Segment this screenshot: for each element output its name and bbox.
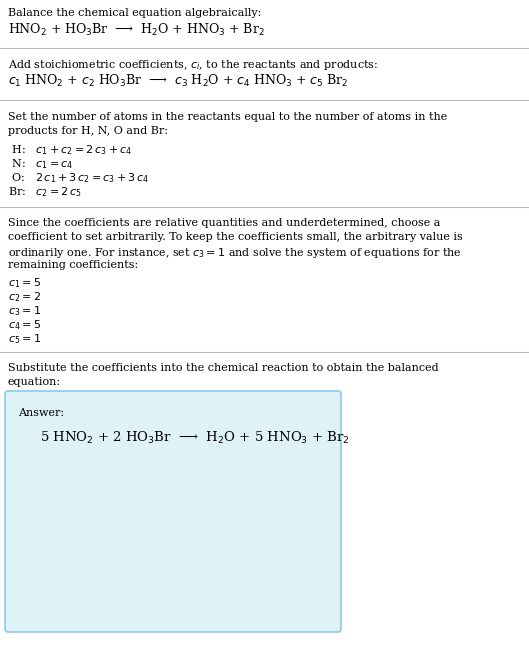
Text: $c_3 = 1$: $c_3 = 1$	[8, 304, 41, 318]
Text: H:   $c_1 + c_2 = 2\,c_3 + c_4$: H: $c_1 + c_2 = 2\,c_3 + c_4$	[8, 143, 132, 157]
Text: Br:   $c_2 = 2\,c_5$: Br: $c_2 = 2\,c_5$	[8, 185, 82, 199]
FancyBboxPatch shape	[5, 391, 341, 632]
Text: Since the coefficients are relative quantities and underdetermined, choose a: Since the coefficients are relative quan…	[8, 218, 440, 228]
Text: products for H, N, O and Br:: products for H, N, O and Br:	[8, 126, 168, 136]
Text: Substitute the coefficients into the chemical reaction to obtain the balanced: Substitute the coefficients into the che…	[8, 363, 439, 373]
Text: equation:: equation:	[8, 377, 61, 387]
Text: Add stoichiometric coefficients, $c_i$, to the reactants and products:: Add stoichiometric coefficients, $c_i$, …	[8, 58, 378, 72]
Text: N:   $c_1 = c_4$: N: $c_1 = c_4$	[8, 157, 74, 171]
Text: Set the number of atoms in the reactants equal to the number of atoms in the: Set the number of atoms in the reactants…	[8, 112, 447, 122]
Text: $c_5 = 1$: $c_5 = 1$	[8, 332, 41, 345]
Text: Balance the chemical equation algebraically:: Balance the chemical equation algebraica…	[8, 8, 261, 18]
Text: HNO$_2$ + HO$_3$Br  ⟶  H$_2$O + HNO$_3$ + Br$_2$: HNO$_2$ + HO$_3$Br ⟶ H$_2$O + HNO$_3$ + …	[8, 22, 264, 38]
Text: Answer:: Answer:	[18, 408, 64, 418]
Text: ordinarily one. For instance, set $c_3 = 1$ and solve the system of equations fo: ordinarily one. For instance, set $c_3 =…	[8, 246, 462, 260]
Text: $c_1$ HNO$_2$ + $c_2$ HO$_3$Br  ⟶  $c_3$ H$_2$O + $c_4$ HNO$_3$ + $c_5$ Br$_2$: $c_1$ HNO$_2$ + $c_2$ HO$_3$Br ⟶ $c_3$ H…	[8, 73, 349, 89]
Text: $c_2 = 2$: $c_2 = 2$	[8, 290, 41, 304]
Text: 5 HNO$_2$ + 2 HO$_3$Br  ⟶  H$_2$O + 5 HNO$_3$ + Br$_2$: 5 HNO$_2$ + 2 HO$_3$Br ⟶ H$_2$O + 5 HNO$…	[40, 430, 350, 446]
Text: O:   $2\,c_1 + 3\,c_2 = c_3 + 3\,c_4$: O: $2\,c_1 + 3\,c_2 = c_3 + 3\,c_4$	[8, 171, 149, 185]
Text: $c_4 = 5$: $c_4 = 5$	[8, 318, 41, 332]
Text: $c_1 = 5$: $c_1 = 5$	[8, 276, 41, 290]
Text: coefficient to set arbitrarily. To keep the coefficients small, the arbitrary va: coefficient to set arbitrarily. To keep …	[8, 232, 463, 242]
Text: remaining coefficients:: remaining coefficients:	[8, 260, 138, 270]
